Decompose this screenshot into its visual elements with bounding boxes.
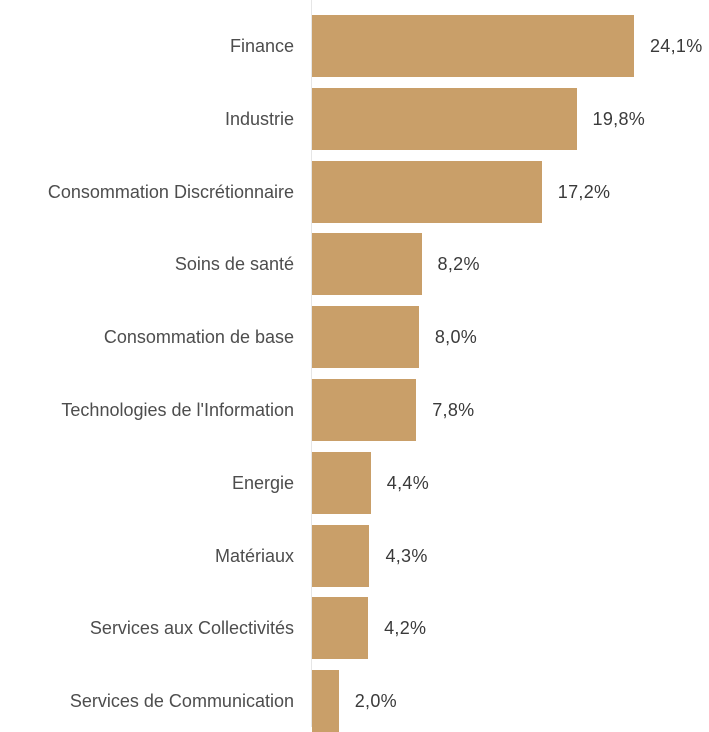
category-label: Services de Communication (69, 691, 294, 712)
category-label: Consommation Discrétionnaire (47, 181, 294, 202)
value-label: 7,8% (432, 400, 475, 420)
bar (312, 451, 371, 514)
value-label: 4,4% (386, 472, 430, 493)
value-label: 2,0% (354, 691, 397, 712)
category-axis-line (311, 0, 312, 727)
bar (312, 87, 577, 150)
bar (312, 233, 422, 296)
category-label: Industrie (224, 108, 294, 129)
bar (312, 15, 634, 77)
value-label: 4,3% (385, 545, 428, 566)
category-label: Services aux Collectivités (89, 618, 294, 639)
category-label: Technologies de l'Information (61, 400, 294, 420)
bar (312, 379, 417, 441)
bar (312, 524, 370, 587)
value-label: 8,0% (434, 327, 478, 348)
category-label: Energie (231, 472, 294, 493)
value-label: 17,2% (557, 181, 611, 202)
bar (312, 160, 542, 223)
category-label: Finance (229, 36, 294, 56)
category-label: Soins de santé (174, 254, 294, 275)
category-label: Matériaux (214, 545, 294, 566)
value-label: 8,2% (437, 254, 480, 275)
bar (312, 670, 339, 732)
bar (312, 597, 369, 660)
bar (312, 306, 419, 369)
category-label: Consommation de base (103, 327, 294, 348)
value-label: 24,1% (650, 36, 703, 56)
value-label: 19,8% (592, 108, 646, 129)
value-label: 4,2% (384, 618, 427, 639)
